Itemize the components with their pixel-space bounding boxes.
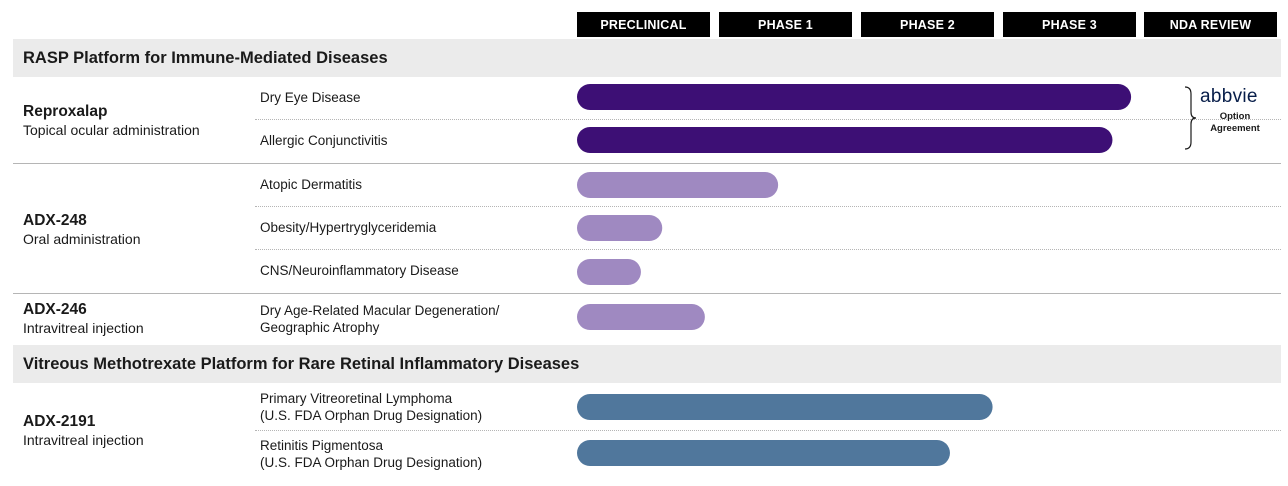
indication-label-line: (U.S. FDA Orphan Drug Designation)	[260, 455, 483, 470]
row-divider	[255, 430, 1281, 431]
phase-header-phase-1: PHASE 1	[719, 12, 852, 37]
phase-header-preclinical: PRECLINICAL	[577, 12, 710, 37]
partner-note-line: Option	[1219, 111, 1251, 122]
partner-note: Option Agreement	[1200, 111, 1270, 135]
progress-bar	[577, 440, 950, 466]
progress-bar	[577, 127, 1113, 153]
section-title-vitreous-methotrexate: Vitreous Methotrexate Platform for Rare …	[13, 345, 1281, 383]
indication-label: Allergic Conjunctivitis	[260, 133, 388, 148]
phase-header-phase-3: PHASE 3	[1003, 12, 1136, 37]
program-name: ADX-246	[23, 301, 87, 318]
program-name: Reproxalap	[23, 103, 108, 120]
indication-label-line: (U.S. FDA Orphan Drug Designation)	[260, 408, 483, 423]
progress-bar	[577, 394, 993, 420]
program-reproxalap: Reproxalap Topical ocular administration	[23, 102, 200, 139]
abbvie-logo: abbvie	[1200, 86, 1258, 107]
progress-bar	[577, 259, 641, 285]
indication-label: Dry Age-Related Macular Degeneration/ Ge…	[260, 302, 499, 336]
program-divider	[13, 293, 1281, 294]
program-adx-246: ADX-246 Intravitreal injection	[23, 300, 144, 337]
progress-bar	[577, 172, 779, 198]
progress-bar	[577, 84, 1132, 110]
indication-label: Obesity/Hypertryglyceridemia	[260, 220, 437, 235]
program-route: Intravitreal injection	[23, 320, 144, 336]
bracket-icon	[1184, 86, 1197, 150]
row-divider	[255, 119, 1281, 120]
indication-label: Dry Eye Disease	[260, 90, 361, 105]
phase-header-nda-review: NDA REVIEW	[1144, 12, 1277, 37]
progress-bar	[577, 304, 705, 330]
program-divider	[13, 163, 1281, 164]
phase-header-phase-2: PHASE 2	[861, 12, 994, 37]
program-route: Intravitreal injection	[23, 432, 144, 448]
row-divider	[255, 249, 1281, 250]
indication-label: Atopic Dermatitis	[260, 177, 363, 192]
indication-label-line: Dry Age-Related Macular Degeneration/	[260, 303, 500, 318]
program-adx-248: ADX-248 Oral administration	[23, 211, 141, 248]
indication-label-line: Retinitis Pigmentosa	[260, 438, 384, 453]
indication-label-line: Geographic Atrophy	[260, 320, 380, 335]
indication-label: CNS/Neuroinflammatory Disease	[260, 263, 459, 278]
section-title-rasp: RASP Platform for Immune-Mediated Diseas…	[13, 39, 1281, 77]
program-route: Oral administration	[23, 231, 141, 247]
program-adx-2191: ADX-2191 Intravitreal injection	[23, 412, 144, 449]
program-name: ADX-2191	[23, 413, 96, 430]
indication-label: Primary Vitreoretinal Lymphoma (U.S. FDA…	[260, 390, 482, 424]
program-route: Topical ocular administration	[23, 122, 200, 138]
progress-bar	[577, 215, 663, 241]
indication-label: Retinitis Pigmentosa (U.S. FDA Orphan Dr…	[260, 437, 482, 471]
row-divider	[255, 206, 1281, 207]
partner-annotation: abbvie Option Agreement	[1182, 86, 1282, 150]
indication-label-line: Primary Vitreoretinal Lymphoma	[260, 391, 453, 406]
partner-note-line: Agreement	[1210, 123, 1260, 134]
program-name: ADX-248	[23, 212, 87, 229]
